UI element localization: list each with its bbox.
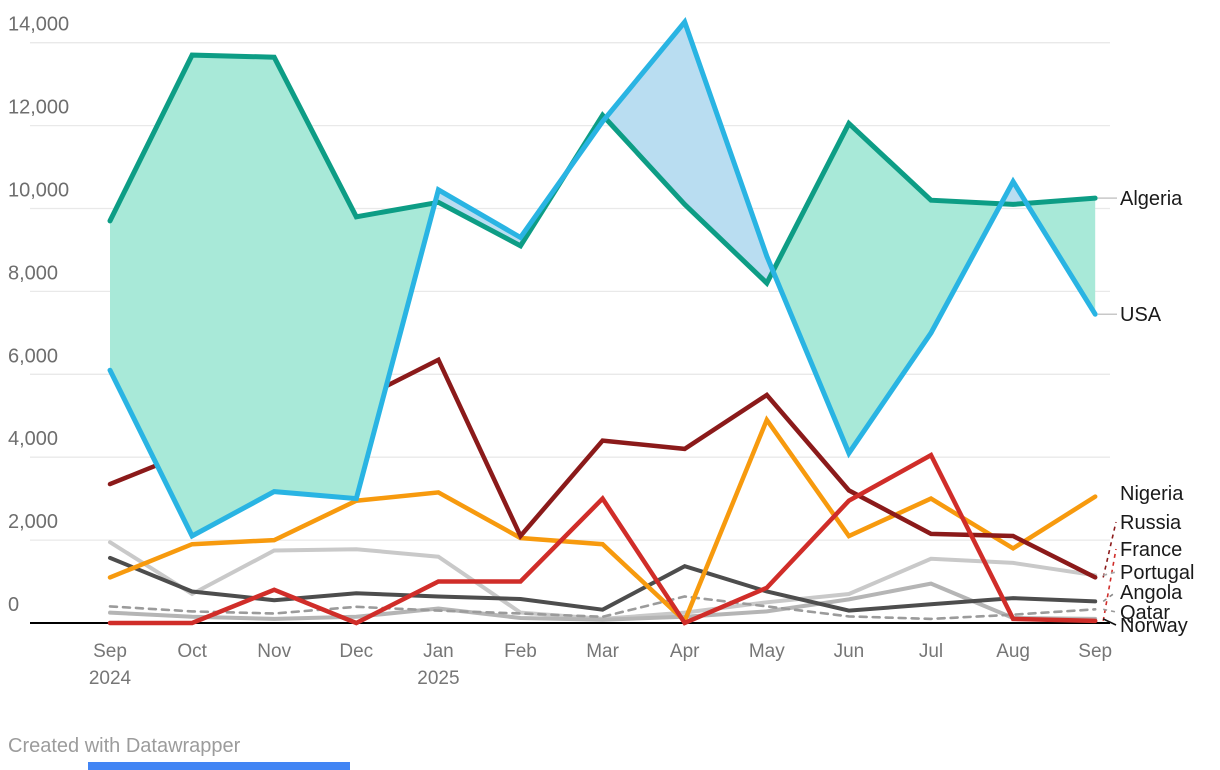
series-line-norway xyxy=(108,581,1098,622)
label-leader-angola xyxy=(1102,591,1117,603)
series-line-algeria xyxy=(107,52,1098,288)
y-axis-tick-label: 14,000 xyxy=(8,14,69,36)
x-axis-month-label: Apr xyxy=(670,641,700,662)
series-label-russia: Russia xyxy=(1120,512,1182,534)
y-axis-tick-label: 8,000 xyxy=(8,262,58,284)
x-axis-month-label: Dec xyxy=(339,641,373,662)
x-axis-month-label: Feb xyxy=(504,641,537,662)
x-axis-month-label: Sep xyxy=(1078,641,1112,662)
y-axis-tick-label: 12,000 xyxy=(8,97,69,119)
series-label-usa: USA xyxy=(1120,304,1162,326)
y-axis-tick-label: 4,000 xyxy=(8,428,58,450)
series-line-france xyxy=(107,451,1098,626)
x-axis-year-label: 2025 xyxy=(417,668,459,689)
series-line-nigeria xyxy=(107,415,1098,625)
series-line-angola xyxy=(108,555,1098,613)
series-label-nigeria: Nigeria xyxy=(1120,483,1184,505)
label-leader-qatar xyxy=(1103,608,1117,613)
series-label-qatar: Qatar xyxy=(1120,602,1170,624)
label-leader-portugal xyxy=(1103,571,1117,577)
y-axis-tick-label: 0 xyxy=(8,594,19,616)
series-line-portugal xyxy=(108,540,1098,621)
x-axis-month-label: Mar xyxy=(586,641,619,662)
series-label-norway: Norway xyxy=(1120,615,1188,637)
series-line-qatar xyxy=(108,595,1097,621)
y-axis-tick-label: 2,000 xyxy=(8,511,58,533)
series-label-algeria: Algeria xyxy=(1120,188,1183,210)
series-line-usa xyxy=(107,16,1098,540)
label-leader-norway xyxy=(1102,618,1117,626)
bottom-blue-bar xyxy=(88,762,350,770)
x-axis-month-label: Jul xyxy=(919,641,943,662)
x-axis-month-label: Nov xyxy=(257,641,291,662)
y-axis-tick-label: 10,000 xyxy=(8,180,69,202)
x-axis-month-label: Jun xyxy=(834,641,865,662)
series-label-angola: Angola xyxy=(1120,582,1183,604)
fill-area-algeria-above xyxy=(110,55,1096,536)
fill-area-usa-above xyxy=(434,22,1027,284)
label-leader-russia xyxy=(1102,521,1117,578)
datawrapper-credit: Created with Datawrapper xyxy=(8,735,241,757)
x-axis-month-label: Oct xyxy=(177,641,207,662)
series-label-portugal: Portugal xyxy=(1120,562,1195,584)
x-axis-month-label: Jan xyxy=(423,641,454,662)
series-label-france: France xyxy=(1120,539,1182,561)
x-axis-month-label: Sep xyxy=(93,641,127,662)
y-axis-tick-label: 6,000 xyxy=(8,345,58,367)
x-axis-month-label: Aug xyxy=(996,641,1030,662)
x-axis-year-label: 2024 xyxy=(89,668,132,689)
x-axis-month-label: May xyxy=(749,641,785,662)
